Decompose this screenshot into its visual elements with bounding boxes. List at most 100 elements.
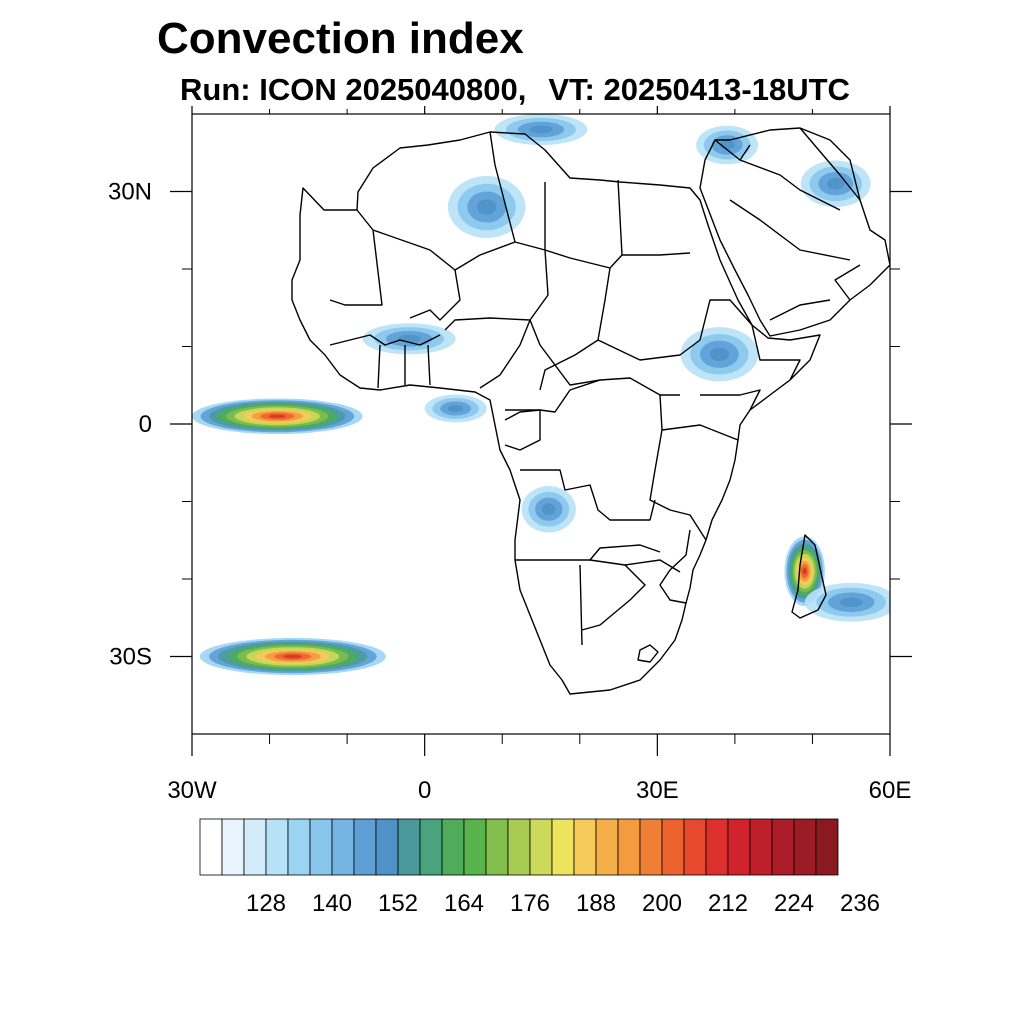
colorbar-label: 188 bbox=[576, 890, 616, 917]
border-botswana bbox=[581, 559, 646, 631]
border-syria bbox=[714, 139, 751, 161]
colorbar-swatch bbox=[507, 818, 531, 876]
west-africa-level bbox=[397, 334, 421, 343]
colorbar-swatch bbox=[265, 818, 289, 876]
border-namibia bbox=[579, 564, 583, 646]
border-zimbabwe bbox=[624, 559, 681, 573]
colorbar-swatch bbox=[727, 818, 751, 876]
colorbar-swatch bbox=[771, 818, 795, 876]
colorbar-swatch bbox=[243, 818, 267, 876]
sahel-border bbox=[329, 209, 383, 306]
colorbar-swatch bbox=[441, 818, 465, 876]
colorbar-swatch bbox=[815, 818, 839, 876]
mediterranean-north-level bbox=[529, 125, 553, 134]
x-tick-label: 0 bbox=[418, 777, 431, 804]
chart-subtitle: Run: ICON 2025040800, VT: 20250413-18UTC bbox=[180, 72, 850, 108]
madagascar-cluster-level bbox=[802, 567, 807, 575]
border-yemen bbox=[769, 299, 831, 321]
border-iraq bbox=[739, 159, 841, 211]
colorbar-swatch bbox=[661, 818, 685, 876]
lesotho-outline bbox=[637, 644, 659, 663]
arabia-coastline bbox=[699, 127, 890, 337]
colorbar-swatch bbox=[199, 818, 223, 876]
border-gabon bbox=[504, 409, 541, 451]
colorbar-swatch bbox=[617, 818, 641, 876]
border-west bbox=[372, 229, 691, 271]
colorbar-swatch bbox=[375, 818, 399, 876]
colorbar-swatch bbox=[353, 818, 377, 876]
gulf-of-guinea-cluster-level bbox=[268, 414, 286, 419]
colorbar-label: 212 bbox=[708, 890, 748, 917]
border-mozambique bbox=[659, 529, 691, 604]
colorbar: 128 140 152 164 176 188 200 212 224 236 bbox=[199, 818, 880, 917]
coastlines-and-borders bbox=[291, 127, 890, 695]
colorbar-swatch bbox=[573, 818, 597, 876]
colorbar-label: 224 bbox=[774, 890, 814, 917]
border-drc bbox=[504, 379, 601, 421]
convection-shading bbox=[192, 114, 890, 676]
border-niger-chad bbox=[529, 249, 549, 346]
chart-title: Convection index bbox=[157, 14, 524, 63]
run-value: ICON 2025040800, bbox=[259, 72, 527, 107]
madagascar-outline bbox=[791, 534, 827, 619]
colorbar-swatch bbox=[397, 818, 421, 876]
border-iran bbox=[799, 127, 861, 201]
border-angola bbox=[520, 469, 656, 521]
border-arabia-inner bbox=[729, 199, 851, 261]
central-africa-level bbox=[447, 405, 464, 412]
colorbar-swatch bbox=[221, 818, 245, 876]
persian-gulf-level bbox=[827, 177, 845, 190]
colorbar-label: 236 bbox=[840, 890, 880, 917]
africa-coastline bbox=[291, 131, 821, 695]
colorbar-label: 176 bbox=[510, 890, 550, 917]
border-oman bbox=[834, 264, 861, 301]
colorbar-swatch bbox=[639, 818, 663, 876]
y-tick-label: 30N bbox=[108, 179, 152, 206]
colorbar-swatch bbox=[551, 818, 575, 876]
border-mali-niger bbox=[409, 269, 461, 321]
border-ivory bbox=[377, 344, 381, 389]
run-label: Run: bbox=[180, 72, 251, 107]
sahara-band-level bbox=[477, 199, 497, 215]
colorbar-swatch bbox=[749, 818, 773, 876]
border-coastal-west bbox=[329, 334, 441, 346]
border-sudan-egypt bbox=[617, 179, 623, 256]
border-tanzania bbox=[661, 424, 739, 441]
colorbar-swatch bbox=[419, 818, 443, 876]
vt-label: VT: bbox=[548, 72, 595, 107]
ethiopian-highlands-level bbox=[709, 347, 730, 362]
border-ethiopia bbox=[699, 299, 753, 341]
colorbar-swatch bbox=[331, 818, 355, 876]
colorbar-label: 152 bbox=[378, 890, 418, 917]
colorbar-swatch bbox=[287, 818, 311, 876]
border-nigeria bbox=[444, 317, 531, 389]
border-algeria bbox=[489, 131, 516, 243]
angola-level bbox=[541, 503, 556, 516]
border-angola-south bbox=[515, 544, 661, 561]
border-kenya bbox=[700, 389, 761, 411]
x-tick-label: 30W bbox=[167, 777, 217, 804]
border-somalia bbox=[751, 324, 801, 381]
y-tick-label: 0 bbox=[139, 411, 152, 438]
south-atlantic-cluster-level bbox=[283, 654, 303, 659]
x-tick-label: 30E bbox=[636, 777, 679, 804]
vt-value: 20250413-18UTC bbox=[603, 72, 850, 107]
colorbar-swatch bbox=[793, 818, 817, 876]
colorbar-label: 164 bbox=[444, 890, 484, 917]
colorbar-swatch bbox=[595, 818, 619, 876]
y-tick-label: 30S bbox=[109, 644, 152, 671]
axis-ticks: 30W 0 30E 60E 30N 0 30S bbox=[108, 106, 912, 804]
colorbar-label: 140 bbox=[312, 890, 352, 917]
colorbar-swatch bbox=[705, 818, 729, 876]
border-chad-sudan bbox=[539, 267, 611, 391]
border-togo bbox=[427, 344, 431, 386]
indian-ocean-level bbox=[839, 597, 863, 608]
colorbar-label: 200 bbox=[642, 890, 682, 917]
colorbar-swatch bbox=[309, 818, 333, 876]
colorbar-swatch bbox=[463, 818, 487, 876]
x-tick-label: 60E bbox=[869, 777, 912, 804]
colorbar-swatch bbox=[529, 818, 553, 876]
colorbar-label: 128 bbox=[246, 890, 286, 917]
border-central bbox=[539, 344, 680, 396]
